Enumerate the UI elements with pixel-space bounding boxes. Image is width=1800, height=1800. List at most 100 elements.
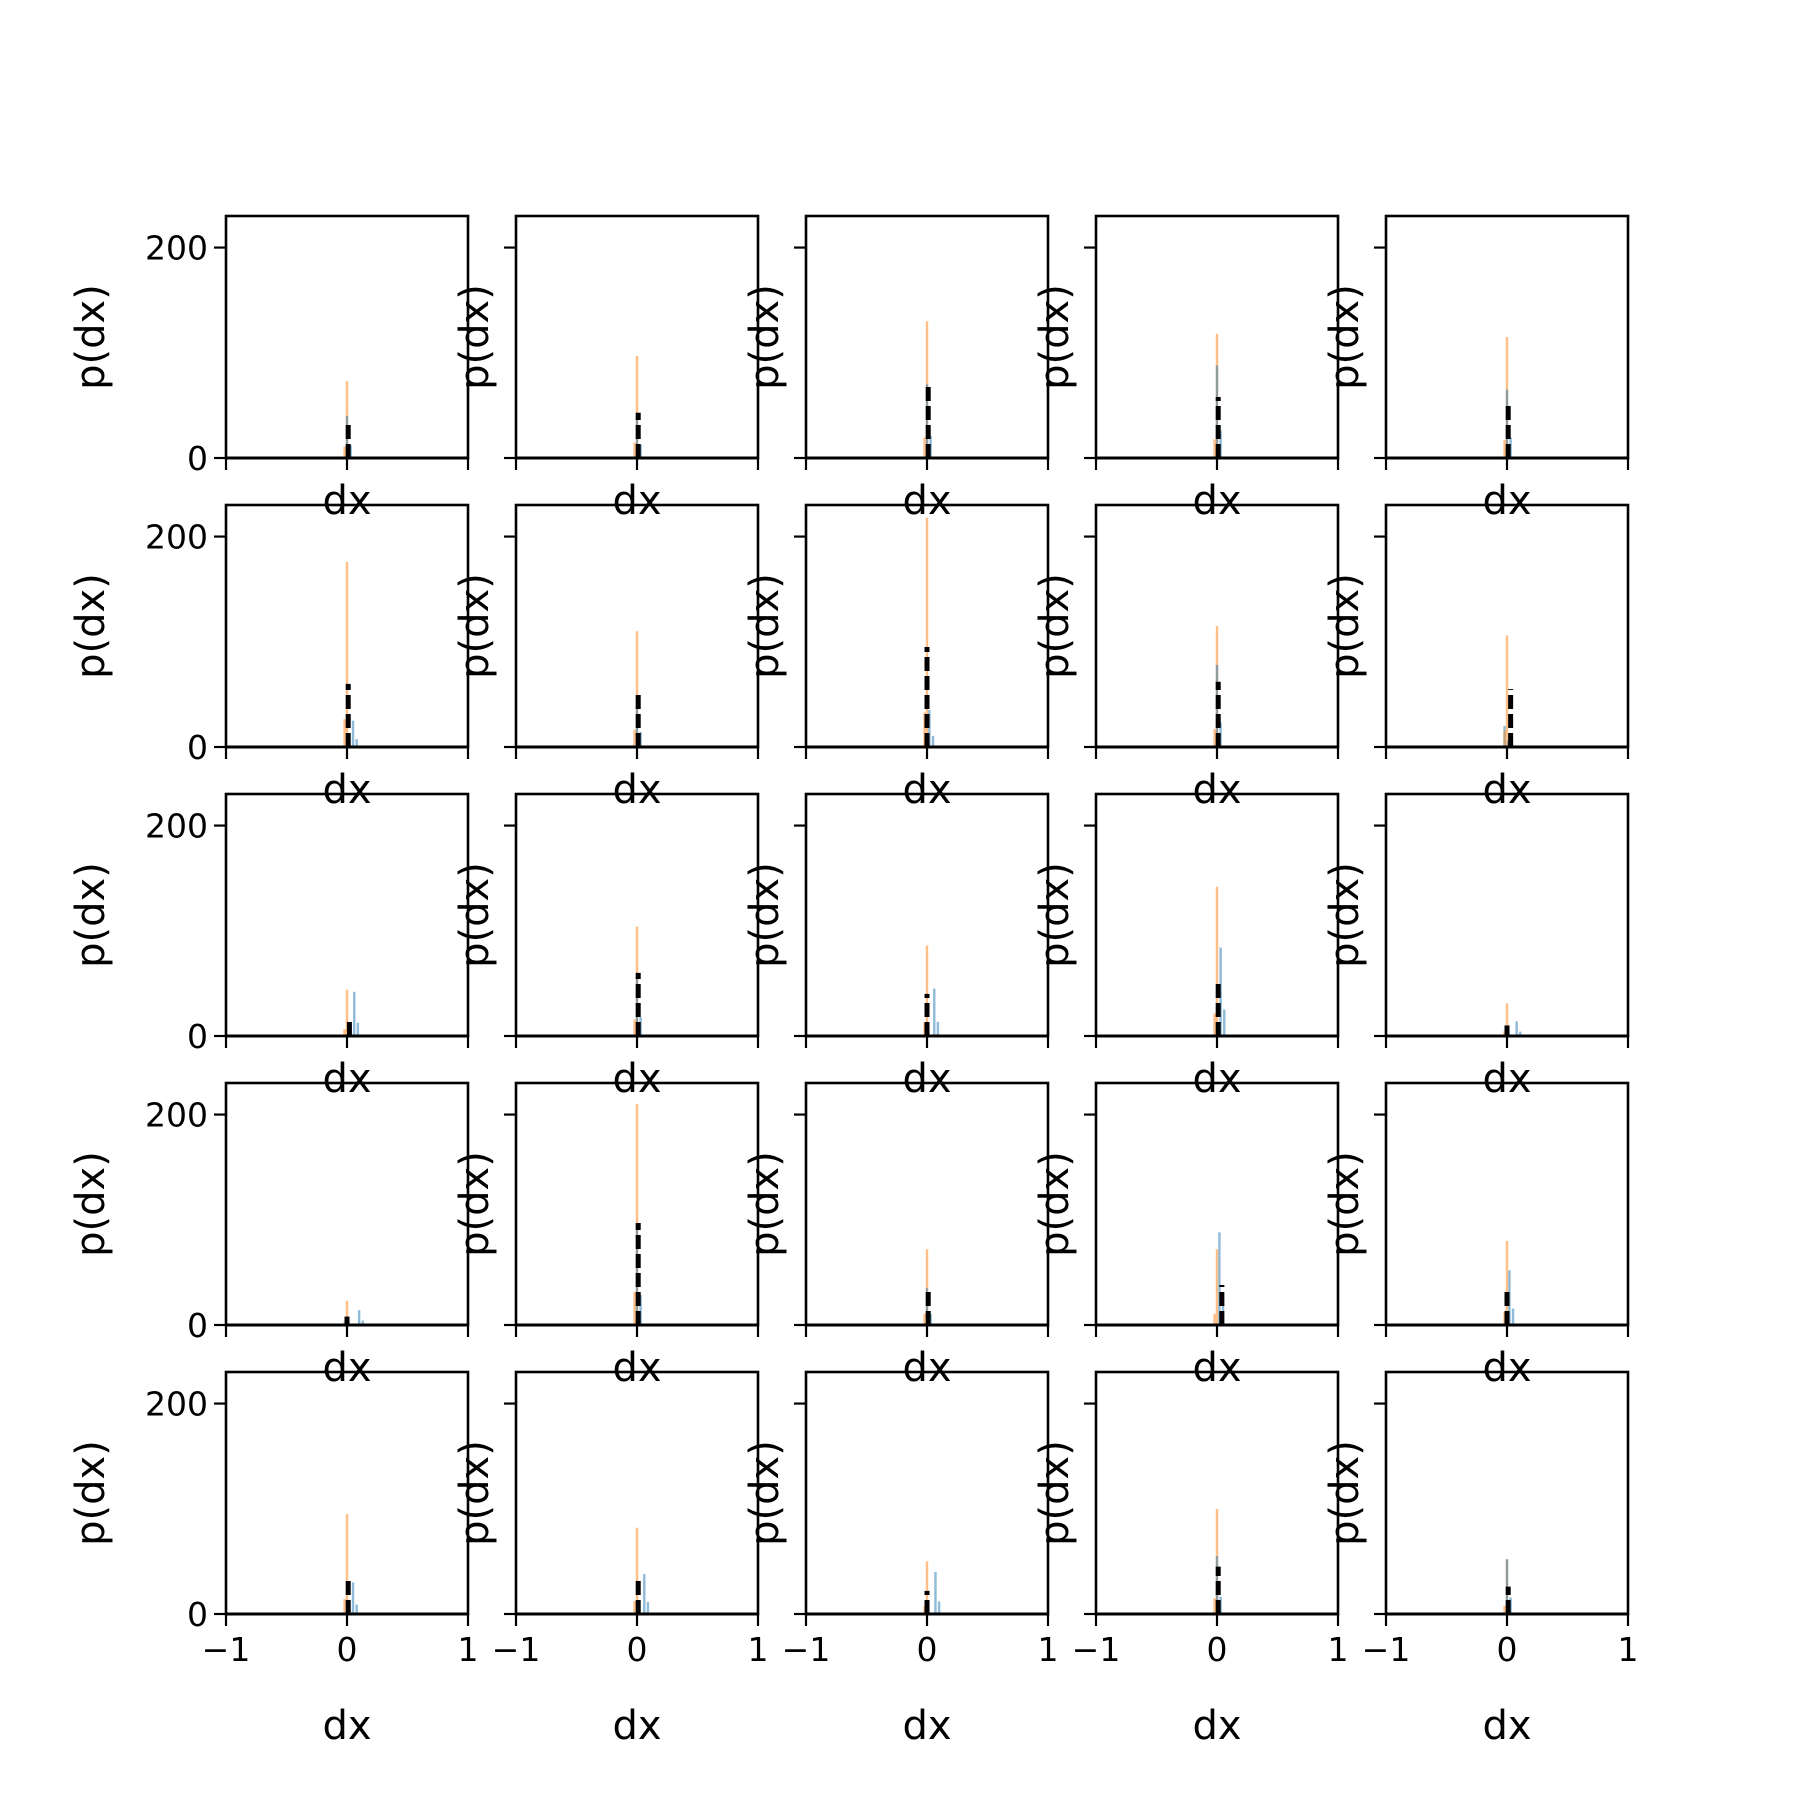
subplot-1-1: dx 0 200 p(dx): [68, 214, 470, 524]
x-axis-label: dx: [1482, 1056, 1531, 1102]
bar-blue-side: [639, 1295, 642, 1325]
x-tick-label: 1: [748, 1630, 769, 1669]
y-tick-label: 0: [187, 1306, 208, 1345]
y-axis-label: p(dx): [1032, 862, 1078, 968]
bar-orange: [1505, 1240, 1509, 1325]
bar-orange: [635, 631, 639, 747]
subplot-4-3: dx p(dx): [742, 1081, 1050, 1391]
y-tick-label: 0: [187, 1595, 208, 1634]
bar-orange: [925, 1249, 929, 1325]
y-tick-label: 200: [145, 807, 208, 846]
x-axis-label: dx: [1482, 767, 1531, 813]
subplot-2-5: dx p(dx): [1322, 503, 1630, 813]
subplot-1-3: dx p(dx): [742, 214, 1050, 524]
y-axis-label: p(dx): [1322, 573, 1368, 679]
bar-orange-side: [1503, 439, 1506, 458]
subplot-2-1: dx 0 200 p(dx): [68, 503, 470, 813]
bar-orange: [1505, 635, 1509, 747]
bar-blue: [1218, 1232, 1221, 1325]
x-axis-label: dx: [612, 1345, 661, 1391]
bar-orange-side: [923, 1313, 926, 1325]
y-axis-label: p(dx): [452, 862, 498, 968]
bar-orange-side: [923, 712, 926, 747]
bar-orange: [345, 1514, 349, 1614]
bar-blue-side: [936, 1021, 940, 1036]
y-axis-label: p(dx): [742, 573, 788, 679]
x-tick-label: 1: [1328, 1630, 1349, 1669]
y-tick-label: 200: [145, 1096, 208, 1135]
bar-blue: [934, 1571, 937, 1614]
x-axis-label: dx: [612, 1703, 661, 1749]
bar-orange: [1215, 1249, 1219, 1325]
bar-orange-side: [923, 437, 926, 458]
bar-orange-side: [343, 446, 346, 458]
y-axis-label: p(dx): [1322, 284, 1368, 390]
subplot-4-5: dx p(dx): [1322, 1081, 1630, 1391]
x-axis-label: dx: [1482, 1345, 1531, 1391]
bar-orange-side: [633, 1019, 636, 1036]
x-axis-label: dx: [322, 1703, 371, 1749]
bar-orange: [635, 355, 639, 458]
bar-blue: [1505, 389, 1509, 458]
bar-orange: [925, 945, 929, 1036]
bar-orange: [345, 989, 349, 1036]
bar-blue: [351, 720, 355, 747]
x-axis-label: dx: [1192, 478, 1241, 524]
x-axis-label: dx: [1482, 1703, 1531, 1749]
bar-blue-side: [361, 1320, 364, 1325]
bar-orange-side: [1213, 1313, 1216, 1325]
bar-blue-side: [931, 735, 935, 747]
x-tick-label: −1: [782, 1630, 831, 1669]
x-axis-label: dx: [902, 1056, 951, 1102]
x-axis-label: dx: [612, 767, 661, 813]
x-axis-label: dx: [1192, 1056, 1241, 1102]
bar-blue: [1515, 1021, 1518, 1036]
bar-orange-side: [343, 1029, 346, 1036]
x-axis-label: dx: [612, 478, 661, 524]
x-axis-label: dx: [1192, 1345, 1241, 1391]
bar-blue: [933, 988, 936, 1036]
bar-orange: [1215, 886, 1219, 1036]
y-axis-label: p(dx): [452, 284, 498, 390]
bar-orange: [635, 1527, 639, 1614]
bar-blue: [643, 1574, 646, 1614]
x-axis-label: dx: [322, 478, 371, 524]
y-axis-label: p(dx): [742, 1440, 788, 1546]
subplot-5-5: −1 0 1 dx p(dx): [1322, 1370, 1639, 1749]
y-axis-label: p(dx): [1322, 862, 1368, 968]
bar-blue: [925, 1288, 929, 1325]
bar-orange: [345, 1300, 349, 1325]
bar-blue: [928, 710, 931, 747]
subplot-5-4: −1 0 1 dx p(dx): [1032, 1370, 1349, 1749]
x-tick-label: 1: [458, 1630, 479, 1669]
y-tick-label: 0: [187, 728, 208, 767]
x-tick-label: 0: [337, 1630, 358, 1669]
y-tick-label: 200: [145, 518, 208, 557]
bar-blue-side: [1223, 1009, 1226, 1036]
subplot-3-4: dx p(dx): [1032, 792, 1340, 1102]
x-axis-label: dx: [322, 767, 371, 813]
bar-orange-side: [633, 442, 636, 458]
subplot-3-2: dx p(dx): [452, 792, 760, 1102]
x-axis-label: dx: [612, 1056, 661, 1102]
subplot-4-1: dx 0 200 p(dx): [68, 1081, 470, 1391]
bar-orange-side: [1213, 1598, 1216, 1614]
bar-orange-side: [633, 1291, 636, 1325]
bar-orange: [345, 561, 349, 747]
x-axis-label: dx: [322, 1056, 371, 1102]
y-axis-label: p(dx): [742, 284, 788, 390]
bar-orange-side: [1213, 728, 1216, 747]
x-tick-label: 0: [627, 1630, 648, 1669]
bar-orange: [1505, 1003, 1509, 1036]
y-axis-label: p(dx): [452, 573, 498, 679]
y-axis-label: p(dx): [742, 1151, 788, 1257]
y-axis-label: p(dx): [1032, 1151, 1078, 1257]
bar-blue-side: [356, 1022, 360, 1036]
y-axis-label: p(dx): [452, 1151, 498, 1257]
y-axis-label: p(dx): [1032, 284, 1078, 390]
y-axis-label: p(dx): [68, 1440, 114, 1546]
axes-frame: [224, 1081, 470, 1327]
y-tick-label: 0: [187, 439, 208, 478]
